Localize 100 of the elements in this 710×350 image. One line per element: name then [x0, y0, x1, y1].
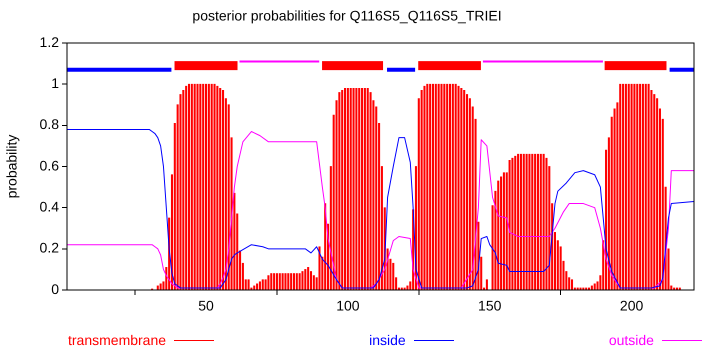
bar — [429, 84, 432, 290]
bar — [639, 84, 642, 290]
bar — [432, 84, 434, 290]
bar — [210, 84, 213, 290]
bar — [216, 86, 218, 290]
bar — [446, 84, 448, 290]
bar — [466, 94, 468, 290]
bar — [406, 286, 408, 290]
x-tick-label: 100 — [336, 297, 360, 314]
bar — [517, 154, 520, 290]
y-tick-label: 0 — [51, 280, 60, 297]
bar — [528, 154, 530, 290]
bar — [204, 84, 208, 290]
bar — [545, 158, 548, 290]
bar — [312, 275, 315, 290]
bar — [270, 273, 272, 290]
bar — [282, 273, 284, 290]
bar — [426, 84, 428, 290]
bar — [190, 84, 193, 290]
legend-label: transmembrane — [68, 332, 166, 348]
bar — [644, 84, 647, 290]
bar — [511, 158, 514, 290]
y-axis-title: probability — [3, 134, 20, 198]
bar — [194, 84, 196, 290]
bar — [370, 92, 372, 290]
bar — [182, 90, 184, 290]
y-tick-label: 1.2 — [40, 34, 60, 50]
bar — [358, 88, 360, 290]
bar — [222, 90, 224, 290]
bar — [520, 154, 522, 290]
bar — [452, 84, 454, 290]
bar — [292, 273, 295, 290]
bar — [648, 84, 650, 290]
bar — [290, 273, 292, 290]
bar — [350, 88, 352, 290]
bar — [653, 94, 656, 290]
bar — [310, 271, 312, 290]
bar — [500, 176, 502, 290]
bar — [298, 273, 301, 290]
chart-title: posterior probabilities for Q116S5_Q116S5_TRIEI — [192, 7, 502, 24]
bar — [508, 160, 511, 290]
bar — [392, 262, 394, 290]
bar — [540, 154, 542, 290]
bar — [208, 84, 210, 290]
bar — [423, 86, 426, 290]
bar — [185, 86, 188, 290]
legend-label: inside — [369, 332, 406, 348]
bar — [352, 88, 355, 290]
bar — [199, 84, 202, 290]
bar — [438, 84, 440, 290]
bar — [219, 88, 222, 290]
bar — [570, 279, 574, 290]
bar — [256, 283, 258, 290]
bar — [468, 98, 471, 290]
bar — [304, 269, 306, 290]
bar — [463, 90, 466, 290]
bar — [346, 88, 349, 290]
bar — [284, 273, 286, 290]
bar — [341, 90, 344, 290]
bar — [440, 84, 443, 290]
bar — [338, 92, 340, 290]
bar — [536, 154, 539, 290]
bar — [526, 154, 528, 290]
bar — [619, 84, 622, 290]
bar — [258, 281, 261, 290]
bar — [542, 154, 545, 290]
bar — [361, 88, 364, 290]
bar — [460, 88, 462, 290]
bar — [502, 172, 505, 290]
bar — [179, 94, 182, 290]
bar — [630, 84, 633, 290]
bar — [296, 273, 298, 290]
bar — [301, 271, 304, 290]
x-tick-label: 150 — [478, 297, 502, 314]
bar — [196, 84, 199, 290]
bar — [202, 84, 204, 290]
bar — [594, 283, 596, 290]
bar — [622, 84, 624, 290]
bar — [448, 84, 452, 290]
bar — [355, 88, 358, 290]
bar — [366, 88, 369, 290]
bar — [624, 84, 627, 290]
bar — [642, 84, 644, 290]
bar — [264, 279, 267, 290]
bar — [497, 180, 500, 290]
bar — [457, 86, 460, 290]
bar — [633, 84, 636, 290]
y-tick-label: 0.2 — [40, 240, 60, 256]
bar — [420, 90, 423, 290]
bar — [531, 154, 534, 290]
bar — [248, 279, 250, 290]
bar — [273, 273, 276, 290]
bar — [214, 84, 216, 290]
y-tick-label: 0.6 — [40, 157, 60, 174]
x-tick-label: 200 — [620, 297, 644, 314]
bar — [287, 273, 290, 290]
bar — [486, 279, 488, 290]
bar — [278, 273, 281, 290]
bar — [364, 88, 366, 290]
bar — [454, 84, 457, 290]
